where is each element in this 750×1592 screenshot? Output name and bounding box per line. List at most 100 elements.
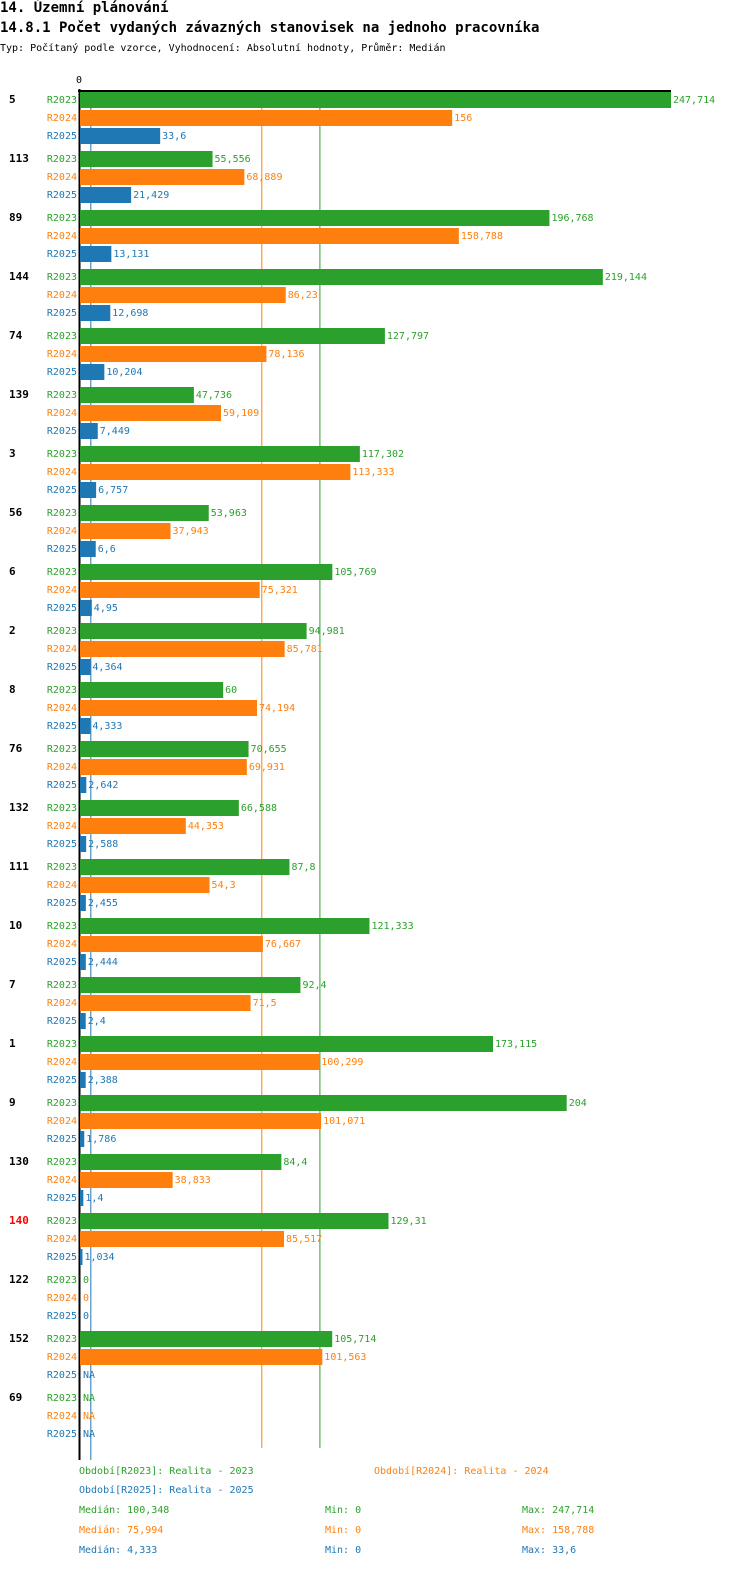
data-label: 13,131: [113, 249, 149, 260]
bar-r2025: [80, 1190, 84, 1206]
category-label: 89: [9, 211, 22, 224]
series-label: R2024: [47, 349, 77, 360]
data-label: NA: [83, 1370, 95, 1381]
data-label: 10,204: [106, 367, 142, 378]
data-label: 78,136: [268, 349, 304, 360]
data-label: 1,4: [85, 1193, 103, 1204]
bar-r2025: [80, 541, 96, 557]
bar-r2025: [80, 777, 87, 793]
chart-title: 14.8.1 Počet vydaných závazných stanovis…: [0, 20, 540, 36]
bar-r2025: [80, 1131, 85, 1147]
section-title: 14. Územní plánování: [0, 0, 169, 16]
data-label: 100,299: [321, 1057, 363, 1068]
series-label: R2023: [47, 626, 77, 637]
bar-r2024: [80, 877, 210, 893]
stat-median-r2025: Medián: 4,333: [79, 1545, 158, 1556]
bar-r2023: [80, 210, 550, 226]
data-label: 71,5: [253, 998, 277, 1009]
bar-r2023: [80, 800, 239, 816]
data-label: 86,23: [288, 290, 318, 301]
legend-r2025: Období[R2025]: Realita - 2025: [79, 1485, 254, 1496]
stat-min-r2025: Min: 0: [325, 1545, 362, 1556]
data-label: 1,786: [86, 1134, 116, 1145]
bar-r2025: [80, 246, 112, 262]
data-label: 94,981: [309, 626, 345, 637]
data-label: 60: [225, 685, 237, 696]
data-label: 47,736: [196, 390, 232, 401]
bar-r2023: [80, 328, 385, 344]
data-label: 37,943: [173, 526, 209, 537]
bar-r2025: [80, 1249, 83, 1265]
series-label: R2025: [47, 780, 77, 791]
category-label: 7: [9, 978, 16, 991]
bar-r2023: [80, 741, 249, 757]
series-label: R2024: [47, 939, 77, 950]
bar-r2024: [80, 582, 260, 598]
data-label: 66,588: [241, 803, 277, 814]
data-label: 158,788: [461, 231, 503, 242]
bar-r2025: [80, 895, 86, 911]
series-label: R2024: [47, 1116, 77, 1127]
series-label: R2023: [47, 803, 77, 814]
category-label: 152: [9, 1332, 29, 1345]
bar-r2025: [80, 482, 97, 498]
bar-r2023: [80, 682, 224, 698]
bar-r2024: [80, 405, 222, 421]
series-label: R2024: [47, 644, 77, 655]
data-label: 1,034: [84, 1252, 114, 1263]
category-label: 9: [9, 1096, 16, 1109]
data-label: NA: [83, 1429, 95, 1440]
data-label: 173,115: [495, 1039, 537, 1050]
data-label: 68,889: [246, 172, 282, 183]
bar-r2024: [80, 700, 258, 716]
series-label: R2025: [47, 249, 77, 260]
series-label: R2025: [47, 131, 77, 142]
category-label: 56: [9, 506, 23, 519]
data-label: 7,449: [100, 426, 130, 437]
bar-r2024: [80, 1231, 285, 1247]
axis-zero-label: 0: [76, 75, 82, 86]
bar-r2025: [80, 305, 111, 321]
series-label: R2025: [47, 898, 77, 909]
bar-r2023: [80, 505, 209, 521]
series-label: R2024: [47, 998, 77, 1009]
stat-max-r2024: Max: 158,788: [522, 1525, 595, 1536]
data-label: 247,714: [673, 95, 715, 106]
category-label: 69: [9, 1391, 22, 1404]
data-label: 105,769: [334, 567, 376, 578]
category-label: 74: [9, 329, 23, 342]
series-label: R2024: [47, 290, 77, 301]
series-label: R2024: [47, 231, 77, 242]
data-label: 127,797: [387, 331, 429, 342]
series-label: R2025: [47, 367, 77, 378]
bar-r2023: [80, 446, 360, 462]
series-label: R2024: [47, 703, 77, 714]
series-label: R2025: [47, 308, 77, 319]
series-label: R2024: [47, 113, 77, 124]
data-label: NA: [83, 1411, 95, 1422]
series-label: R2025: [47, 1016, 77, 1027]
bar-r2024: [80, 936, 263, 952]
series-label: R2024: [47, 880, 77, 891]
bar-r2025: [80, 718, 91, 734]
series-label: R2024: [47, 1293, 77, 1304]
data-label: 84,4: [283, 1157, 307, 1168]
bar-r2023: [80, 92, 671, 108]
series-label: R2025: [47, 1252, 77, 1263]
series-label: R2023: [47, 1157, 77, 1168]
bar-r2025: [80, 423, 98, 439]
series-label: R2023: [47, 1393, 77, 1404]
data-label: 59,109: [223, 408, 259, 419]
data-label: 85,781: [287, 644, 323, 655]
series-label: R2025: [47, 662, 77, 673]
series-label: R2023: [47, 1216, 77, 1227]
series-label: R2023: [47, 980, 77, 991]
series-label: R2024: [47, 1057, 77, 1068]
bar-r2023: [80, 1213, 389, 1229]
data-label: 204: [569, 1098, 587, 1109]
category-label: 10: [9, 919, 22, 932]
series-label: R2023: [47, 1334, 77, 1345]
series-label: R2024: [47, 408, 77, 419]
series-label: R2023: [47, 449, 77, 460]
